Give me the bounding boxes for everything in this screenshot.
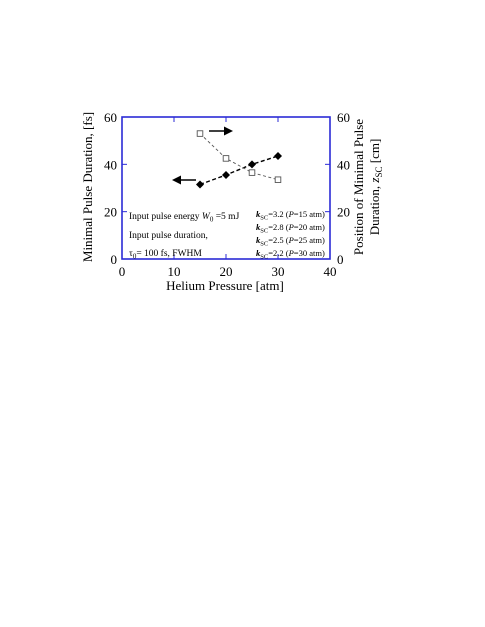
x-tick-labels: 0 10 20 30 40 [119, 264, 337, 279]
x-tick-label: 40 [324, 264, 337, 279]
x-tick-label: 20 [220, 264, 233, 279]
y-right-tick-label: 20 [337, 205, 350, 220]
k-sc-entry: kSC=3.2 (P=15 atm) [256, 209, 325, 222]
x-tick-label: 10 [168, 264, 181, 279]
y-right-tick-label: 0 [337, 252, 344, 267]
input-energy-annotation: Input pulse energy W0 =5 mJ [129, 212, 240, 224]
y-right-tick-label: 40 [337, 157, 350, 172]
x-tick-label: 30 [272, 264, 285, 279]
k-sc-entry: kSC=2.5 (P=25 atm) [256, 235, 325, 248]
x-tick-label: 0 [119, 264, 126, 279]
k-sc-list: kSC=3.2 (P=15 atm)kSC=2.8 (P=20 atm)kSC=… [256, 209, 325, 261]
y-left-tick-labels: 0 20 40 60 [104, 110, 117, 267]
y-right-label-unit: [cm] [367, 139, 382, 167]
series-left-point [274, 152, 282, 161]
series-right-point [222, 155, 230, 162]
y-right-tick-labels: 0 20 40 60 [337, 110, 350, 267]
y-right-label-symbol: z [367, 178, 382, 184]
y-right-axis-label-line1: Position of Minimal Pulse [351, 119, 366, 255]
input-duration-annotation: Input pulse duration, [129, 231, 208, 241]
series-right-point [248, 169, 256, 176]
y-right-label-subscript: SC [374, 167, 384, 178]
plot-layer [121, 116, 331, 260]
series-left-line [199, 155, 279, 186]
left-axis-arrow [172, 175, 196, 185]
y-left-tick-label: 20 [104, 205, 117, 220]
series-right-line [199, 133, 279, 181]
k-sc-entry: kSC=2.8 (P=20 atm) [256, 222, 325, 235]
series-left-point [196, 180, 204, 189]
y-left-tick-label: 40 [104, 157, 117, 172]
tau-annotation: τ0= 100 fs, FWHM [129, 248, 202, 261]
right-axis-arrow [209, 126, 233, 136]
y-right-label-prefix: Duration, [367, 183, 382, 236]
x-axis-label: Helium Pressure [atm] [166, 278, 284, 293]
y-right-tick-label: 60 [337, 110, 350, 125]
y-left-tick-label: 0 [111, 252, 118, 267]
y-right-axis-label-line2: Duration, zSC [cm] [367, 139, 384, 236]
series-right-point [196, 130, 204, 137]
series-right-point [274, 176, 282, 183]
y-left-axis-label: Minimal Pulse Duration, [fs] [80, 112, 95, 262]
series-left-point [248, 160, 256, 169]
y-left-tick-label: 60 [104, 110, 117, 125]
series-left-point [222, 170, 230, 179]
k-sc-entry: kSC=2.2 (P=30 atm) [256, 248, 325, 261]
